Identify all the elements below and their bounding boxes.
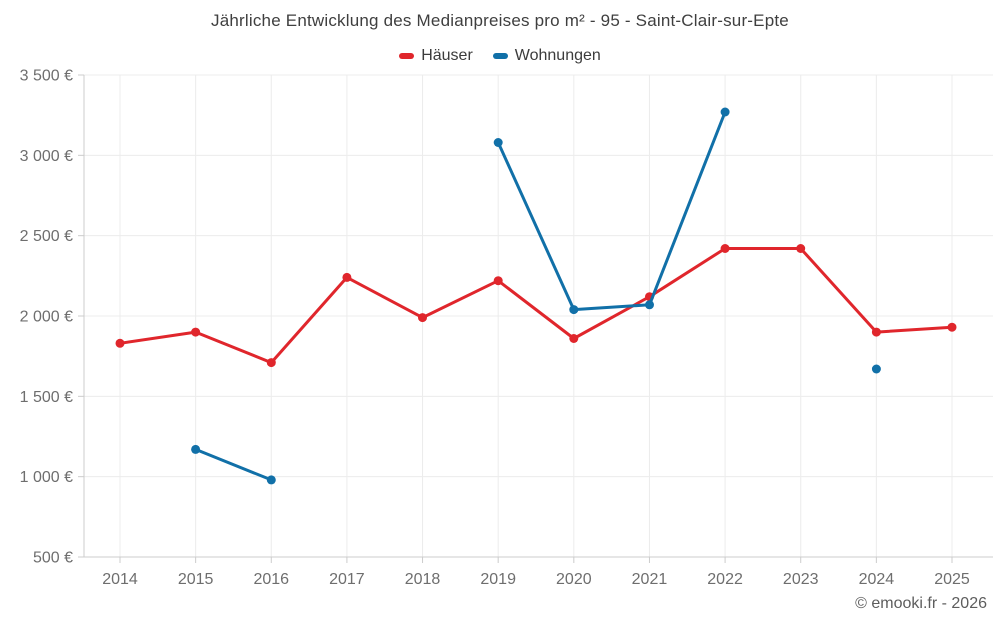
h-user-point[interactable] bbox=[266, 358, 276, 368]
legend-item-wohnungen[interactable]: Wohnungen bbox=[492, 47, 601, 65]
x-axis-label: 2015 bbox=[178, 571, 214, 588]
legend: Häuser Wohnungen bbox=[0, 47, 1000, 65]
watermark: © emooki.fr - 2026 bbox=[855, 595, 987, 612]
x-axis-label: 2019 bbox=[480, 571, 516, 588]
h-user-point[interactable] bbox=[342, 272, 352, 282]
wohnungen-point[interactable] bbox=[720, 107, 730, 117]
wohnungen-line bbox=[194, 447, 273, 482]
x-axis-label: 2017 bbox=[329, 571, 365, 588]
wohnungen-point[interactable] bbox=[645, 300, 654, 310]
h-user-point[interactable] bbox=[947, 322, 957, 332]
wohnungen-point[interactable] bbox=[191, 444, 201, 454]
x-axis-label: 2020 bbox=[556, 571, 592, 588]
wohnungen-point[interactable] bbox=[871, 364, 881, 374]
x-axis-label: 2021 bbox=[632, 571, 668, 588]
h-user-point[interactable] bbox=[418, 313, 427, 323]
y-axis-label: 1 500 € bbox=[20, 389, 73, 406]
x-axis-label: 2023 bbox=[783, 571, 819, 588]
wohnungen-point[interactable] bbox=[569, 305, 579, 315]
h-user-point[interactable] bbox=[191, 327, 201, 337]
x-axis-label: 2022 bbox=[707, 571, 743, 588]
wohnungen-point[interactable] bbox=[266, 475, 276, 485]
chart-title: Jährliche Entwicklung des Medianpreises … bbox=[211, 11, 789, 30]
hauser-swatch-icon bbox=[399, 53, 415, 59]
legend-item-hauser[interactable]: Häuser bbox=[399, 47, 473, 65]
y-axis-label: 2 000 € bbox=[20, 309, 73, 326]
y-axis-label: 3 000 € bbox=[20, 148, 73, 165]
h-user-point[interactable] bbox=[720, 244, 730, 253]
wohnungen-swatch-icon bbox=[492, 53, 508, 59]
x-axis-label: 2016 bbox=[253, 571, 289, 588]
h-user-point[interactable] bbox=[871, 327, 881, 337]
h-user-point[interactable] bbox=[115, 338, 125, 348]
y-axis-label: 2 500 € bbox=[20, 228, 73, 245]
h-user-point[interactable] bbox=[796, 244, 806, 253]
h-user-point[interactable] bbox=[569, 334, 579, 343]
x-axis-label: 2018 bbox=[405, 571, 441, 588]
x-axis-label: 2025 bbox=[934, 571, 970, 588]
y-axis-label: 3 500 € bbox=[20, 68, 73, 85]
y-axis-label: 500 € bbox=[33, 550, 73, 567]
x-axis-label: 2014 bbox=[102, 571, 138, 588]
h-user-line bbox=[118, 247, 954, 365]
wohnungen-line bbox=[496, 110, 727, 312]
legend-label-hauser: Häuser bbox=[421, 47, 473, 64]
h-user-point[interactable] bbox=[493, 276, 503, 286]
wohnungen-point[interactable] bbox=[493, 138, 503, 147]
legend-label-wohnungen: Wohnungen bbox=[514, 47, 601, 64]
y-axis-label: 1 000 € bbox=[20, 469, 73, 486]
x-axis-label: 2024 bbox=[859, 571, 895, 588]
